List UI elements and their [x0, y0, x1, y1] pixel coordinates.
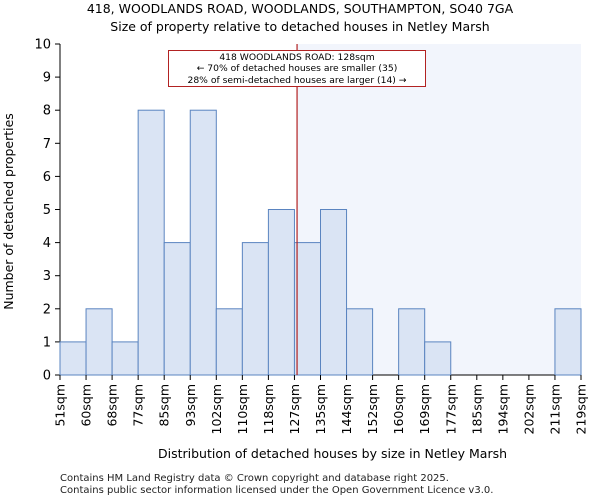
- histogram-bar: [398, 308, 426, 376]
- x-tick-label: 102sqm: [209, 384, 224, 434]
- histogram-bar: [85, 308, 113, 376]
- x-tick-label: 51sqm: [53, 384, 68, 427]
- chart-title: Size of property relative to detached ho…: [110, 19, 490, 34]
- histogram-bar: [163, 242, 191, 376]
- y-tick-label: 9: [43, 71, 51, 86]
- x-tick-label: 202sqm: [521, 384, 536, 434]
- footer-licence: Contains public sector information licen…: [60, 485, 494, 496]
- y-tick-label: 4: [43, 236, 51, 251]
- x-tick-label: 144sqm: [339, 384, 354, 434]
- y-tick-label: 8: [43, 104, 51, 119]
- y-tick-label: 6: [43, 170, 51, 185]
- chart-title-address: 418, WOODLANDS ROAD, WOODLANDS, SOUTHAMP…: [86, 1, 514, 16]
- annotation-line-2: ← 70% of detached houses are smaller (35…: [196, 63, 398, 75]
- histogram-bar: [137, 109, 165, 376]
- y-tick-label: 1: [43, 335, 51, 350]
- y-tick-label: 2: [43, 302, 51, 317]
- annotation-line-3: 28% of semi-detached houses are larger (…: [187, 74, 407, 86]
- x-tick-label: 185sqm: [469, 384, 484, 434]
- y-axis-label: Number of detached properties: [1, 113, 16, 310]
- histogram-bar: [267, 209, 295, 376]
- histogram-bar: [320, 209, 348, 376]
- x-tick-label: 60sqm: [79, 384, 94, 427]
- histogram-bar: [346, 308, 374, 376]
- x-tick-label: 110sqm: [235, 384, 250, 434]
- x-tick-label: 118sqm: [261, 384, 276, 434]
- x-tick-label: 85sqm: [157, 384, 172, 427]
- x-axis-label: Distribution of detached houses by size …: [158, 446, 507, 461]
- x-tick-label: 152sqm: [365, 384, 380, 434]
- y-tick-label: 5: [43, 203, 51, 218]
- x-tick-label: 93sqm: [183, 384, 198, 427]
- histogram-bar: [554, 308, 582, 376]
- histogram-bar: [241, 242, 269, 376]
- y-tick-label: 0: [43, 369, 51, 384]
- histogram-bar: [293, 242, 322, 376]
- property-annotation-box: 418 WOODLANDS ROAD: 128sqm ← 70% of deta…: [168, 50, 426, 87]
- x-tick-label: 135sqm: [313, 384, 328, 434]
- x-tick-label: 169sqm: [417, 384, 432, 434]
- histogram-bar: [424, 341, 452, 376]
- x-tick-label: 177sqm: [443, 384, 458, 434]
- histogram-bar: [111, 341, 139, 376]
- x-tick-label: 68sqm: [105, 384, 120, 427]
- x-tick-label: 211sqm: [547, 384, 562, 434]
- x-tick-label: 194sqm: [495, 384, 510, 434]
- x-tick-label: 219sqm: [574, 384, 589, 434]
- annotation-line-1: 418 WOODLANDS ROAD: 128sqm: [219, 52, 375, 63]
- y-tick-label: 10: [34, 38, 51, 53]
- histogram-bar: [189, 109, 217, 376]
- histogram-bar: [215, 308, 243, 376]
- histogram-bar: [59, 341, 87, 376]
- y-tick-label: 7: [43, 137, 51, 152]
- y-tick-label: 3: [43, 269, 51, 284]
- x-tick-label: 160sqm: [391, 384, 406, 434]
- x-tick-label: 77sqm: [131, 384, 146, 427]
- x-tick-label: 127sqm: [287, 384, 302, 434]
- footer-copyright: Contains HM Land Registry data © Crown c…: [60, 473, 449, 484]
